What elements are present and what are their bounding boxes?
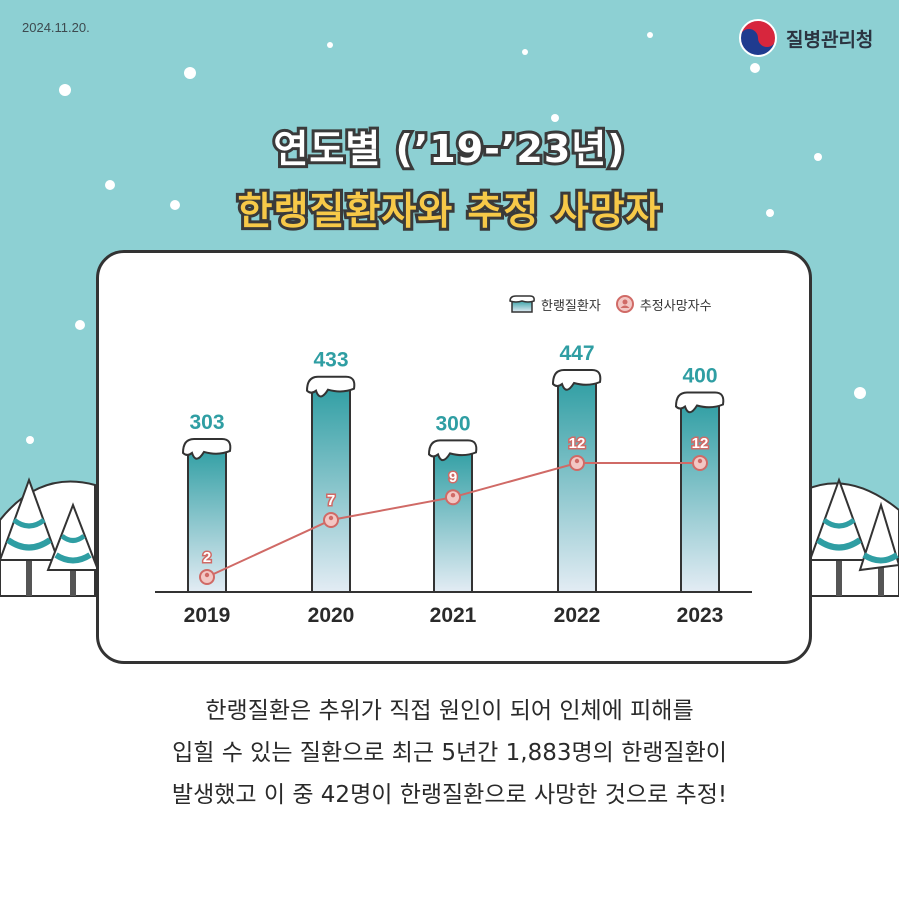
caption-line-3: 발생했고 이 중 42명이 한랭질환으로 사망한 것으로 추정! xyxy=(171,782,728,808)
legend-label-patients: 한랭질환자 xyxy=(541,298,601,314)
legend: 한랭질환자 추정사망자수 xyxy=(508,294,726,314)
snowflakes xyxy=(26,32,866,444)
publish-date: 2024.11.20. xyxy=(22,20,90,35)
snow-ground xyxy=(0,595,899,897)
tree-left-2 xyxy=(46,502,100,596)
caption-line-2: 입힐 수 있는 질환으로 최근 5년간 1,883명의 한랭질환이 xyxy=(172,740,727,766)
kdca-logo-icon xyxy=(739,19,777,57)
caption-line-1: 한랭질환은 추위가 직접 원인이 되어 인체에 피해를 xyxy=(205,698,694,724)
legend-label-deaths: 추정사망자수 xyxy=(639,298,712,314)
legend-item-deaths: 추정사망자수 xyxy=(615,294,712,314)
caption: 한랭질환은 추위가 직접 원인이 되어 인체에 피해를 입힐 수 있는 질환으로… xyxy=(0,690,899,816)
tree-right-2 xyxy=(858,501,899,596)
bar-swatch-icon xyxy=(509,295,535,313)
title-line-2: 한랭질환자와 추정 사망자 xyxy=(234,186,663,236)
person-marker-icon xyxy=(615,295,634,313)
org-name: 질병관리청 xyxy=(786,28,874,51)
title-line-1: 연도별 (’19-’23년) xyxy=(270,124,627,174)
tree-left-1 xyxy=(0,477,60,596)
org-brand: 질병관리청 xyxy=(738,18,873,58)
tree-right-1 xyxy=(808,477,870,596)
legend-item-patients: 한랭질환자 xyxy=(508,295,601,314)
